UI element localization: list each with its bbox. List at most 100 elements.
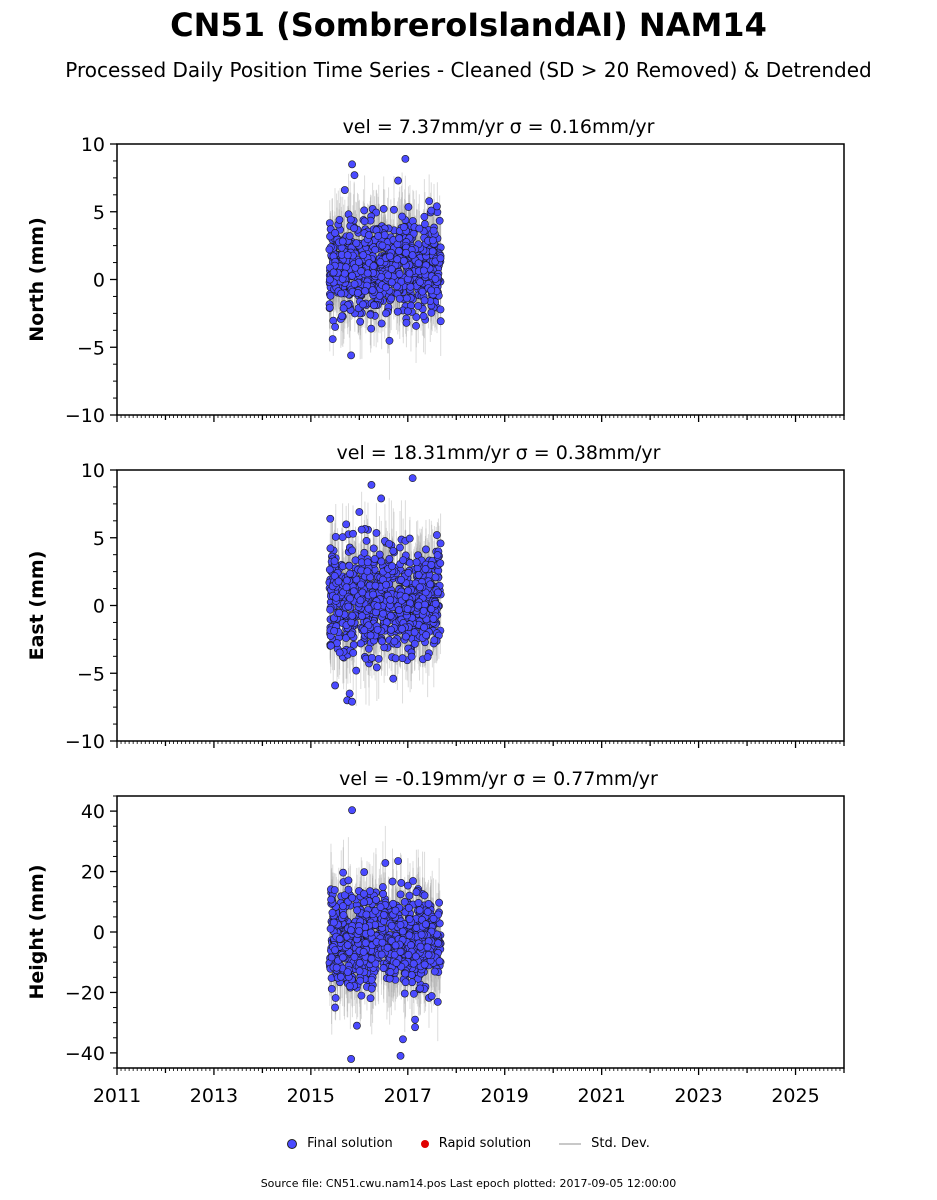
data-point	[328, 908, 337, 917]
data-point	[356, 596, 365, 605]
data-point	[344, 602, 353, 611]
data-point	[369, 544, 378, 553]
data-point	[398, 212, 407, 221]
outlier-point	[377, 494, 386, 503]
y-axis-label: North (mm)	[26, 217, 48, 342]
data-point	[338, 533, 347, 542]
data-point	[337, 289, 346, 298]
data-point	[429, 614, 438, 623]
data-point	[436, 305, 445, 314]
data-point	[387, 265, 396, 274]
data-point	[350, 224, 359, 233]
data-point	[350, 280, 359, 288]
data-point	[363, 567, 372, 576]
data-point	[410, 989, 418, 998]
data-point	[354, 258, 363, 266]
data-point	[385, 336, 394, 345]
data-point	[419, 312, 428, 321]
data-point	[372, 529, 381, 537]
data-point	[326, 641, 335, 650]
y-tick-label: −5	[77, 663, 105, 685]
data-point	[330, 627, 339, 635]
data-point	[369, 262, 378, 270]
data-point	[330, 557, 339, 566]
data-point	[348, 271, 357, 280]
data-point	[326, 291, 335, 300]
data-point	[427, 206, 436, 215]
data-point	[393, 255, 402, 264]
data-point	[435, 216, 444, 225]
data-point	[390, 205, 398, 214]
data-point	[401, 632, 410, 641]
outlier-point	[348, 160, 356, 169]
data-point	[358, 588, 367, 597]
data-point	[345, 561, 354, 570]
data-point	[363, 558, 372, 567]
data-point	[430, 636, 439, 645]
data-point	[335, 215, 344, 224]
data-point	[338, 237, 347, 246]
data-point	[401, 593, 410, 601]
data-point	[410, 639, 419, 648]
data-point	[431, 599, 440, 608]
data-point	[367, 975, 376, 984]
data-point	[356, 976, 365, 985]
data-point	[344, 885, 353, 894]
data-point	[356, 317, 365, 326]
data-point	[403, 605, 412, 613]
data-point	[327, 985, 336, 993]
data-point	[325, 303, 334, 312]
data-point	[396, 543, 404, 552]
data-point	[364, 604, 373, 613]
data-point	[418, 287, 427, 296]
data-point	[414, 302, 423, 310]
data-points	[325, 474, 445, 706]
data-point	[340, 269, 349, 278]
data-point	[427, 286, 436, 295]
y-tick-label: −5	[77, 337, 105, 359]
data-point	[380, 231, 389, 239]
data-point	[431, 573, 440, 582]
data-point	[392, 282, 401, 291]
y-tick-label: 0	[93, 270, 105, 292]
outlier-point	[355, 508, 364, 516]
data-point	[362, 536, 371, 545]
data-point	[367, 984, 376, 993]
data-point	[409, 877, 417, 885]
data-point	[346, 569, 354, 578]
data-point	[331, 994, 340, 1002]
data-point	[404, 203, 413, 211]
data-point	[359, 251, 368, 259]
data-point	[339, 868, 348, 877]
data-point	[351, 263, 360, 272]
data-point	[391, 654, 400, 663]
data-point	[373, 602, 382, 611]
data-point	[344, 876, 353, 885]
data-point	[395, 294, 404, 303]
data-point	[397, 575, 405, 584]
data-point	[342, 634, 350, 642]
data-point	[433, 997, 442, 1006]
outlier-point	[394, 176, 403, 185]
figure-subtitle: Processed Daily Position Time Series - C…	[65, 58, 872, 82]
data-point	[433, 551, 442, 559]
data-point	[379, 204, 388, 213]
data-point	[325, 245, 334, 254]
data-point	[403, 307, 412, 316]
data-point	[377, 319, 386, 328]
y-tick-label: 5	[93, 528, 105, 550]
data-point	[370, 301, 378, 310]
data-point	[427, 605, 436, 613]
data-point	[374, 232, 383, 240]
data-point	[436, 254, 445, 263]
panel-title: vel = 7.37mm/yr σ = 0.16mm/yr	[343, 116, 655, 138]
data-point	[374, 654, 383, 663]
data-point	[349, 587, 358, 596]
data-point	[428, 247, 437, 256]
outlier-point	[350, 171, 359, 180]
data-point	[352, 575, 361, 584]
data-point	[349, 648, 358, 657]
data-point	[421, 220, 429, 228]
data-point	[434, 588, 442, 597]
outlier-point	[347, 351, 355, 360]
